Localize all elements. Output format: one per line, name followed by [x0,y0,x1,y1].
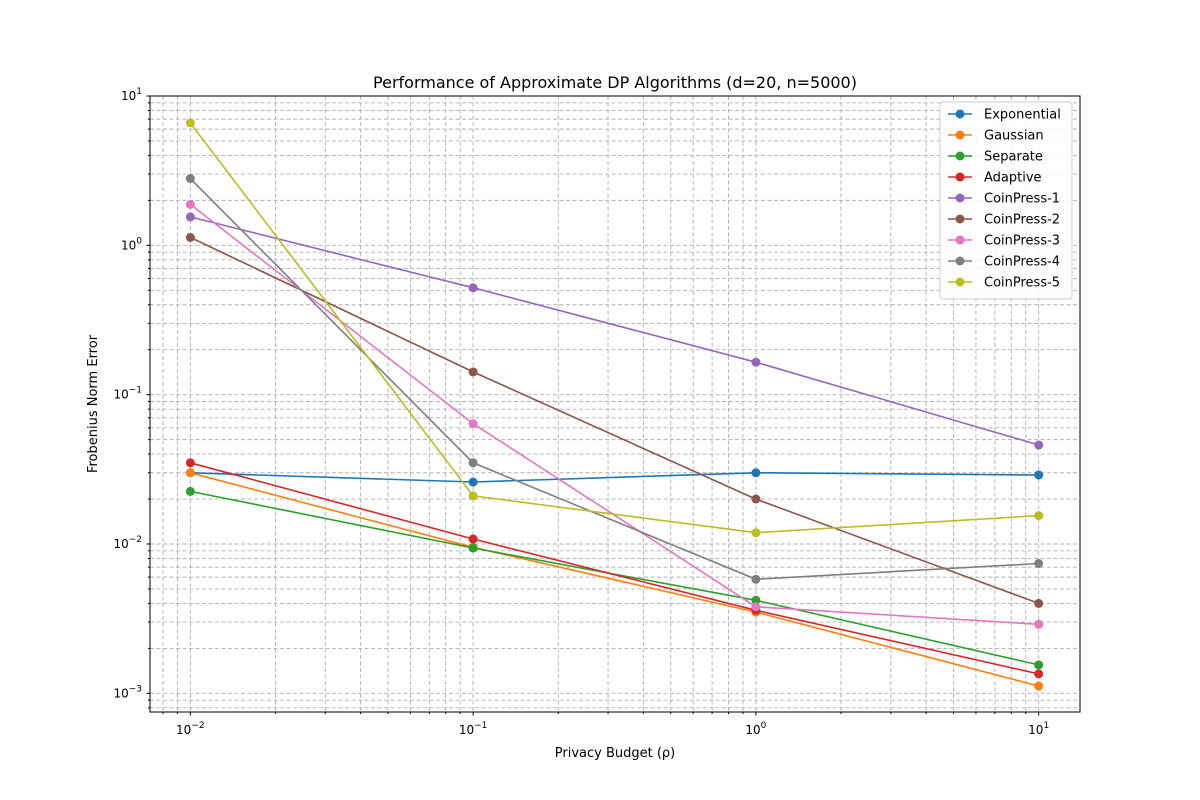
series-line-coinpress-2 [189,236,1039,605]
series-coinpress-5 [185,118,1044,538]
data-point-coinpress-3 [185,199,195,209]
axis-ticks: 10−2 10−1 100 101 10−3 10−2 10−1 100 101 [113,87,1049,737]
legend-label: Exponential [984,108,1061,123]
legend-item-coinpress-2: CoinPress-2 [948,213,1060,228]
data-point-coinpress-4 [468,458,478,468]
legend: Exponential Gaussian Separate Adaptive CoinP… [939,101,1073,300]
series-coinpress-1 [185,212,1044,450]
legend-label: CoinPress-1 [984,192,1060,207]
data-point-coinpress-4 [1034,559,1044,569]
legend-label: Gaussian [984,129,1044,144]
y-tick-label: 10−2 [113,535,142,551]
legend-label: Adaptive [984,171,1042,186]
legend-swatch-marker [955,172,965,182]
data-point-separate [185,486,195,496]
plot-frame [149,95,1081,713]
legend-swatch-marker [955,193,965,203]
data-point-exponential [1034,470,1044,480]
x-tick-label: 10−2 [176,721,205,737]
series-adaptive [185,458,1044,679]
legend-item-coinpress-1: CoinPress-1 [948,192,1060,207]
data-point-coinpress-5 [468,491,478,501]
x-tick-label: 10−1 [459,721,488,737]
chart-title: Performance of Approximate DP Algorithms… [373,73,857,92]
data-point-separate [751,595,761,605]
x-axis-title: Privacy Budget (ρ) [555,746,676,761]
data-point-coinpress-1 [751,357,761,367]
series-line-coinpress-1 [190,216,1039,446]
data-point-coinpress-5 [751,528,761,538]
y-tick-label: 10−3 [113,684,142,700]
data-point-coinpress-3 [468,419,478,429]
data-point-coinpress-1 [468,283,478,293]
data-point-coinpress-5 [1034,511,1044,521]
series-line-exponential [190,471,1039,483]
legend-item-gaussian: Gaussian [948,129,1044,144]
legend-item-exponential: Exponential [948,108,1061,123]
series-layer [185,118,1044,691]
legend-box [939,101,1073,300]
x-tick-label: 101 [1028,721,1049,737]
legend-swatch-marker [955,151,965,161]
data-point-coinpress-2 [185,232,195,242]
series-coinpress-3 [185,199,1044,629]
legend-item-coinpress-5: CoinPress-5 [948,276,1060,291]
series-line-adaptive [190,462,1039,675]
x-tick-label: 100 [745,721,766,737]
data-point-gaussian [1034,681,1044,691]
data-point-coinpress-1 [1034,440,1044,450]
legend-item-coinpress-3: CoinPress-3 [948,234,1060,249]
series-coinpress-4 [185,174,1044,584]
data-point-adaptive [468,534,478,544]
data-point-gaussian [185,468,195,478]
y-tick-label: 101 [121,87,142,103]
series-line-gaussian [190,472,1039,687]
series-line-coinpress-4 [189,178,1039,581]
data-point-separate [1034,660,1044,670]
legend-item-adaptive: Adaptive [948,171,1042,186]
data-point-coinpress-1 [185,212,195,222]
legend-swatch-marker [955,214,965,224]
legend-swatch-marker [955,256,965,266]
legend-label: Separate [984,150,1043,165]
series-coinpress-2 [185,232,1044,608]
data-point-exponential [468,477,478,487]
data-point-coinpress-2 [751,494,761,504]
data-point-coinpress-4 [185,174,195,184]
legend-swatch-marker [955,109,965,119]
legend-swatch-marker [955,130,965,140]
y-tick-label: 10−1 [113,386,142,402]
legend-swatch-marker [955,235,965,245]
data-point-coinpress-5 [185,118,195,128]
series-line-coinpress-5 [189,122,1039,534]
legend-item-coinpress-4: CoinPress-4 [948,255,1060,270]
data-point-coinpress-3 [1034,619,1044,629]
legend-item-separate: Separate [948,150,1043,165]
legend-label: CoinPress-5 [984,276,1060,291]
data-point-coinpress-3 [751,602,761,612]
data-point-separate [468,543,478,553]
legend-label: CoinPress-2 [984,213,1060,228]
legend-label: CoinPress-3 [984,234,1060,249]
data-point-coinpress-2 [1034,598,1044,608]
y-tick-label: 100 [121,236,142,252]
data-point-exponential [751,468,761,478]
legend-label: CoinPress-4 [984,255,1060,270]
legend-swatch-marker [955,277,965,287]
data-point-coinpress-4 [751,574,761,584]
series-line-coinpress-3 [189,203,1039,626]
data-point-adaptive [185,458,195,468]
data-point-coinpress-2 [468,367,478,377]
data-point-adaptive [1034,669,1044,679]
y-axis-title: Frobenius Norm Error [86,334,101,473]
